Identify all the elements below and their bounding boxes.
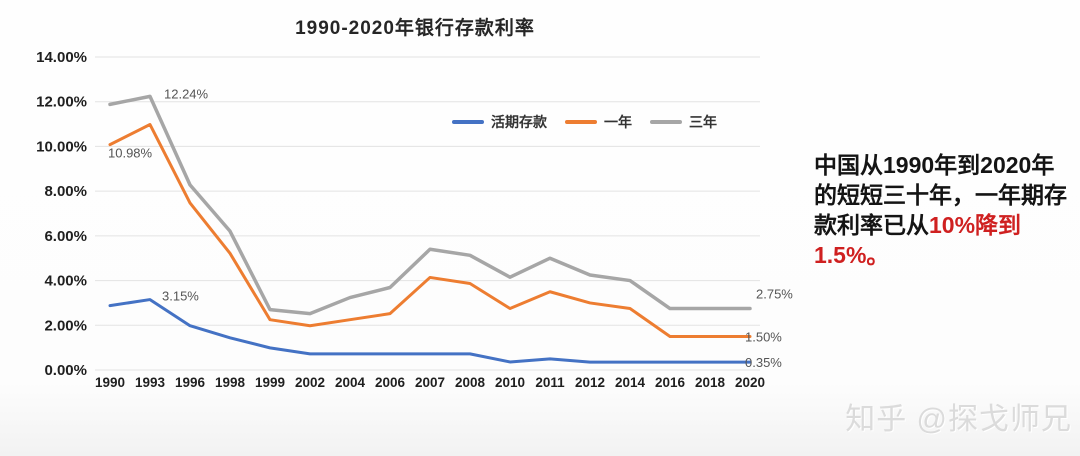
x-axis-tick-label: 1990 bbox=[95, 375, 125, 390]
chart-title: 1990-2020年银行存款利率 bbox=[295, 18, 535, 39]
summary-line-3-black: 款利率已从 bbox=[814, 212, 929, 238]
legend-swatch-blue bbox=[452, 120, 484, 124]
legend-label-demand-deposit: 活期存款 bbox=[491, 114, 547, 130]
y-axis-tick-label: 4.00% bbox=[44, 273, 87, 290]
legend-label-three-year: 三年 bbox=[689, 114, 717, 130]
legend-item-demand-deposit: 活期存款 bbox=[452, 112, 547, 132]
data-label: 0.35% bbox=[745, 355, 782, 370]
x-axis-tick-label: 2016 bbox=[655, 375, 686, 390]
y-axis-tick-label: 14.00% bbox=[36, 49, 87, 66]
legend-item-three-year: 三年 bbox=[650, 112, 717, 132]
series-line-活期存款 bbox=[108, 298, 752, 364]
series-line-三年 bbox=[108, 94, 752, 316]
y-axis-tick-label: 12.00% bbox=[36, 94, 87, 111]
x-axis-tick-label: 2012 bbox=[575, 375, 605, 390]
y-axis-tick-label: 8.00% bbox=[44, 183, 87, 200]
x-axis-tick-label: 2002 bbox=[295, 375, 325, 390]
legend-label-one-year: 一年 bbox=[604, 114, 632, 130]
y-axis-tick-label: 6.00% bbox=[44, 228, 87, 245]
summary-text: 中国从1990年到2020年 的短短三十年，一年期存 款利率已从10%降到 1.… bbox=[814, 150, 1080, 270]
x-axis-tick-label: 2008 bbox=[455, 375, 486, 390]
summary-line-4-red: 1.5%。 bbox=[814, 242, 890, 268]
x-axis-tick-label: 2010 bbox=[495, 375, 525, 390]
legend-swatch-gray bbox=[650, 120, 682, 124]
x-axis-tick-label: 2020 bbox=[735, 375, 765, 390]
y-axis-tick-label: 10.00% bbox=[36, 138, 87, 155]
x-axis-tick-label: 1998 bbox=[215, 375, 246, 390]
x-axis-tick-label: 2006 bbox=[375, 375, 406, 390]
x-axis-tick-label: 2004 bbox=[335, 375, 366, 390]
summary-line-1: 中国从1990年到2020年 bbox=[814, 152, 1055, 178]
watermark: 知乎 @探戈师兄 bbox=[845, 403, 1072, 436]
y-axis-tick-label: 2.00% bbox=[44, 317, 87, 334]
data-label: 10.98% bbox=[108, 146, 153, 161]
chart-legend: 活期存款 一年 三年 bbox=[452, 112, 717, 132]
summary-line-2: 的短短三十年，一年期存 bbox=[814, 182, 1067, 208]
x-axis-tick-label: 2014 bbox=[615, 375, 646, 390]
legend-swatch-orange bbox=[565, 120, 597, 124]
x-axis-tick-label: 1993 bbox=[135, 375, 166, 390]
summary-line-3-red: 10%降到 bbox=[929, 212, 1022, 238]
legend-item-one-year: 一年 bbox=[565, 112, 632, 132]
data-label: 12.24% bbox=[164, 86, 209, 101]
data-label: 2.75% bbox=[756, 287, 793, 302]
data-label: 3.15% bbox=[162, 289, 199, 304]
x-axis-tick-label: 1996 bbox=[175, 375, 206, 390]
x-axis-tick-label: 2018 bbox=[695, 375, 726, 390]
x-axis-tick-label: 1999 bbox=[255, 375, 285, 390]
x-axis-tick-label: 2011 bbox=[535, 375, 565, 390]
data-label: 1.50% bbox=[745, 329, 782, 344]
series-line-一年 bbox=[108, 123, 752, 338]
x-axis-tick-label: 2007 bbox=[415, 375, 445, 390]
y-axis-tick-label: 0.00% bbox=[44, 362, 87, 379]
